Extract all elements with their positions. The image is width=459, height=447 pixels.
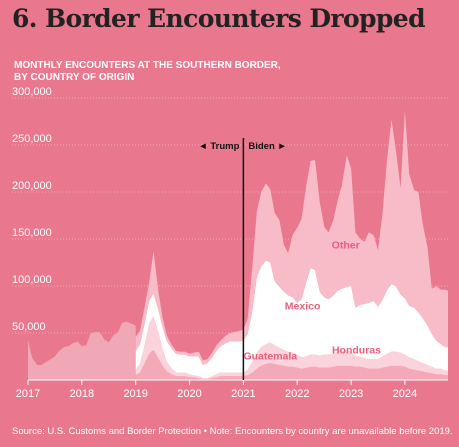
x-tick-label: 2020 bbox=[177, 388, 201, 400]
x-tick-label: 2018 bbox=[70, 388, 94, 400]
x-tick-label: 2023 bbox=[339, 388, 363, 400]
y-tick-label: 100,000 bbox=[12, 274, 52, 286]
y-tick-label: 150,000 bbox=[12, 227, 52, 239]
x-tick-label: 2019 bbox=[123, 388, 147, 400]
series-label-honduras: Honduras bbox=[332, 345, 381, 357]
y-tick-label: 250,000 bbox=[12, 133, 52, 145]
x-tick-label: 2024 bbox=[393, 388, 417, 400]
series-label-guatemala: Guatemala bbox=[243, 350, 297, 362]
subtitle-line-1: MONTHLY ENCOUNTERS AT THE SOUTHERN BORDE… bbox=[14, 60, 281, 71]
chart-subtitle: MONTHLY ENCOUNTERS AT THE SOUTHERN BORDE… bbox=[14, 60, 314, 84]
area-honduras bbox=[135, 316, 448, 380]
x-tick-label: 2021 bbox=[231, 388, 255, 400]
area-mexico bbox=[135, 260, 448, 379]
y-tick-label: 200,000 bbox=[12, 180, 52, 192]
area-other bbox=[135, 110, 448, 365]
annotation-trump: ◄ Trump bbox=[198, 141, 239, 152]
x-tick-label: 2022 bbox=[285, 388, 309, 400]
headline: 6. Border Encounters Dropped bbox=[12, 4, 426, 33]
area-total-pre2019 bbox=[28, 321, 136, 380]
subtitle-line-2: BY COUNTRY OF ORIGIN bbox=[14, 72, 135, 83]
y-tick-label: 50,000 bbox=[12, 321, 46, 333]
y-tick-label: 300,000 bbox=[12, 86, 52, 98]
series-label-mexico: Mexico bbox=[285, 301, 321, 313]
annotation-biden: Biden ► bbox=[248, 141, 286, 152]
source-note: Source: U.S. Customs and Border Protecti… bbox=[12, 426, 453, 437]
series-label-other: Other bbox=[332, 239, 360, 251]
x-tick-label: 2017 bbox=[16, 388, 40, 400]
area-guatemala bbox=[135, 349, 448, 380]
